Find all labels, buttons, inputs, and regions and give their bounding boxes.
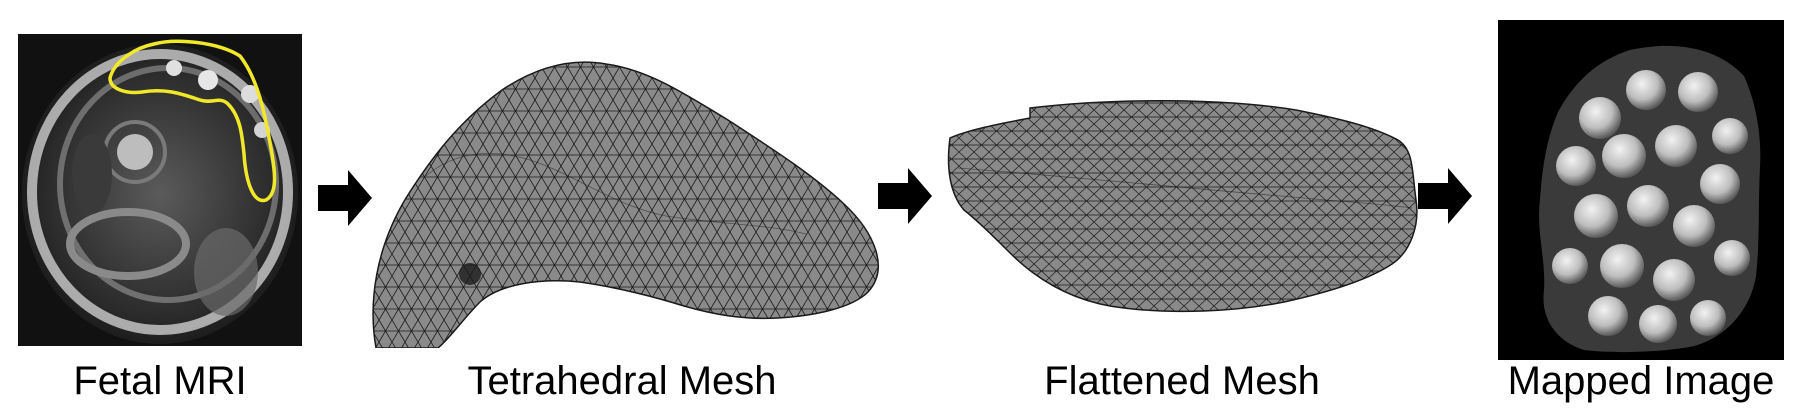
right-arrow-icon [318,170,372,226]
tetrahedral-mesh-panel [366,56,884,349]
mapped-image [1498,20,1784,360]
fetal-mri-image [18,34,302,346]
caption-mapped-image: Mapped Image [1507,359,1775,403]
right-arrow-icon [1418,168,1472,224]
mapped-image-panel [1498,20,1784,360]
caption-fetal-mri: Fetal MRI [73,359,247,403]
tetrahedral-mesh-image [372,61,879,349]
flattened-mesh-image [947,99,1418,313]
right-arrow-icon [878,168,932,224]
flattened-mesh-panel [944,96,1420,316]
placenta-outline [108,39,277,203]
fetal-mri-panel [18,34,302,346]
caption-tetrahedral-mesh: Tetrahedral Mesh [467,359,777,403]
caption-flattened-mesh: Flattened Mesh [1044,359,1320,403]
